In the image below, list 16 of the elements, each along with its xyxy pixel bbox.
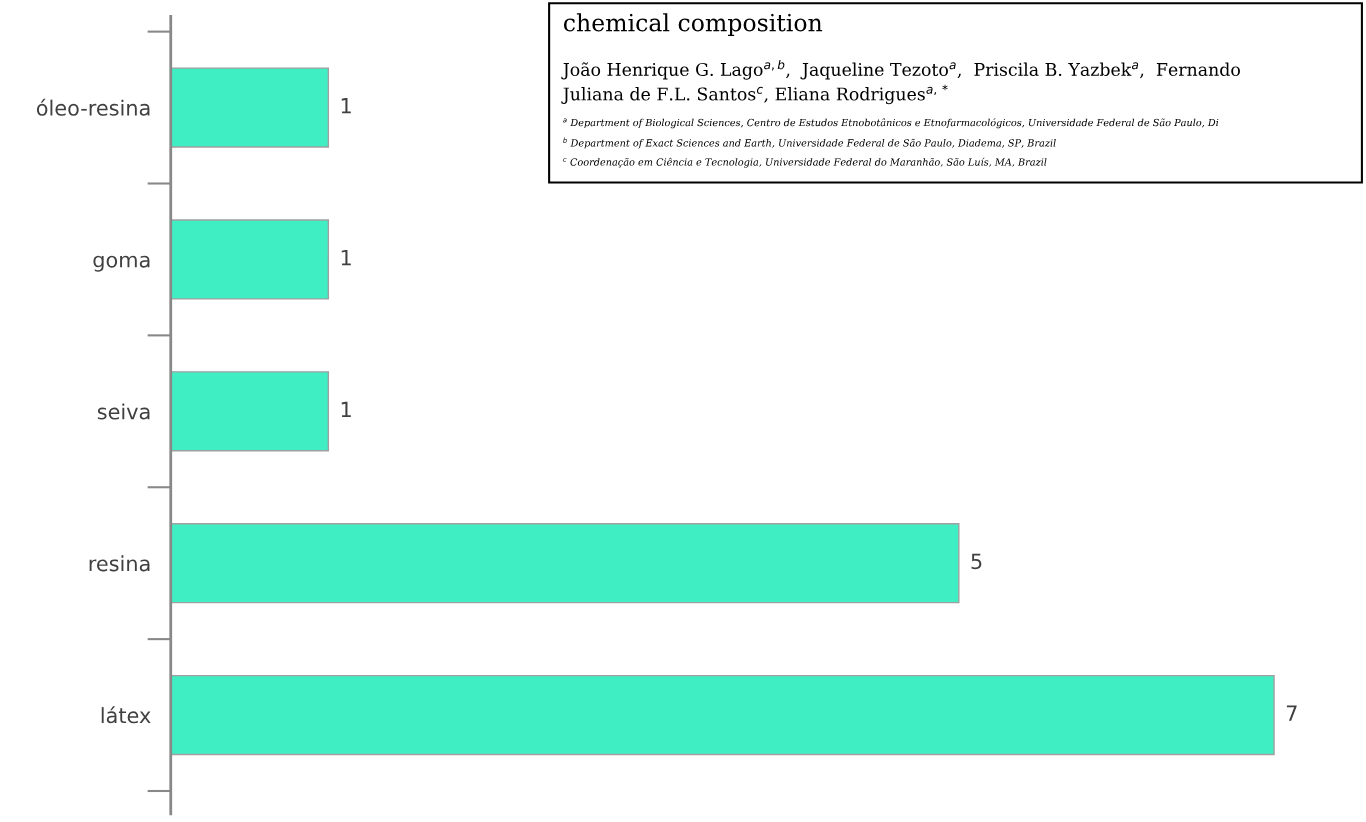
data-label: 1 [341,250,351,266]
annotation: $^{c}$ Coordenação em Ciência e Tecnologia, Universidade Federal do Maranhão, São Luís, MA, Brazil [563,157,1047,168]
y-tick-label: látex [101,706,151,724]
y-tick-label: resina [89,555,150,572]
annotation: $^{b}$ Department of Exact Sciences and Earth, Universidade Federal de São Paulo, Diadema, SP, Brazil [563,137,1056,149]
annotation: chemical composition [563,13,823,37]
data-label: 5 [971,553,982,570]
y-tick-label: óleo-resina [36,98,150,116]
annotation: Juliana de F.L. Santos$^{c}$, Eliana Rodrigues$^{a,*}$ [561,84,948,105]
data-label: 7 [1286,705,1297,721]
annotation: $^{a}$ Department of Biological Sciences, Centro de Estudos Etnobotânicos e Etnofarmacológicos, Universidade Federal de São Paulo, Di [563,118,1219,129]
data-label: 1 [341,98,351,114]
data-label: 1 [341,401,351,418]
y-tick-label: goma [93,255,150,272]
annotation: João Henrique G. Lago$^{a,b}$, Jaqueline Tezoto$^{a}$, Priscila B. Yazbek$^{a}$, Fernando [561,59,1240,80]
y-tick-label: seiva [97,403,150,420]
